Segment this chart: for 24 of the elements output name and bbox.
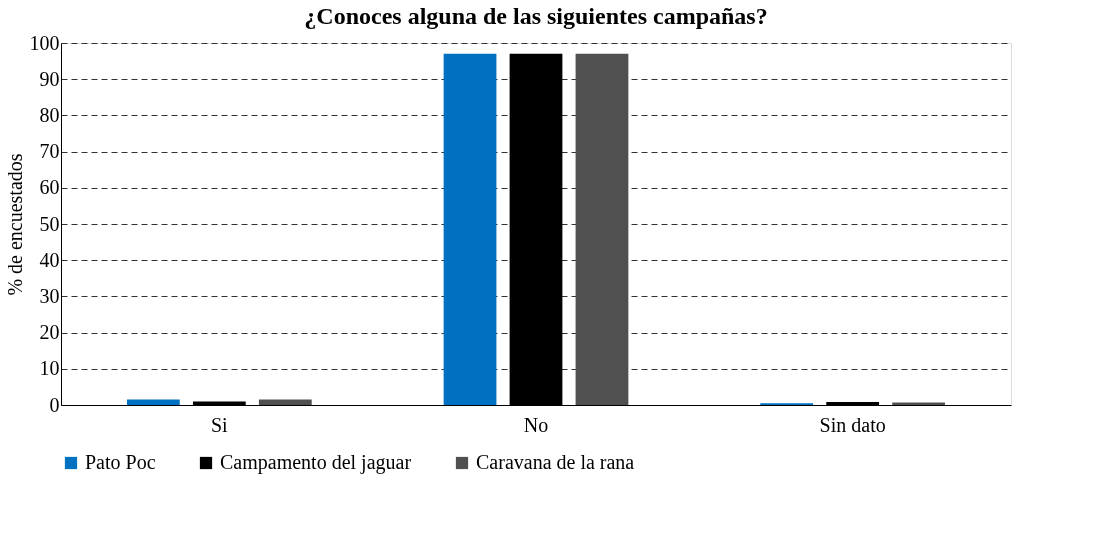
- y-tick-label: 30: [39, 284, 60, 307]
- y-tick-label: 80: [39, 103, 60, 126]
- y-tick-label: 20: [39, 321, 60, 344]
- y-tick-label: 90: [39, 67, 60, 90]
- x-tick-label: No: [523, 413, 549, 436]
- bar: [575, 53, 629, 405]
- bar: [258, 399, 312, 405]
- y-tick-label: 0: [49, 393, 60, 416]
- x-tick-label: Sin dato: [819, 413, 886, 436]
- bar: [443, 53, 497, 405]
- bar: [126, 399, 180, 405]
- y-axis-title: % de encuestados: [3, 153, 26, 296]
- chart-title: ¿Conoces alguna de las siguientes campañas?: [304, 3, 768, 29]
- y-tick-label: 10: [39, 357, 60, 380]
- y-tick-label: 60: [39, 176, 60, 199]
- legend-label: Campamento del jaguar: [220, 451, 412, 474]
- bar: [892, 402, 946, 405]
- y-tick-label: 50: [39, 212, 60, 235]
- x-tick-label: Si: [210, 413, 229, 436]
- y-tick-label: 40: [39, 248, 60, 271]
- y-tick-label: 70: [39, 140, 60, 163]
- legend-label: Caravana de la rana: [476, 451, 635, 473]
- y-tick-label: 100: [29, 31, 60, 54]
- legend-label: Pato Poc: [85, 451, 156, 473]
